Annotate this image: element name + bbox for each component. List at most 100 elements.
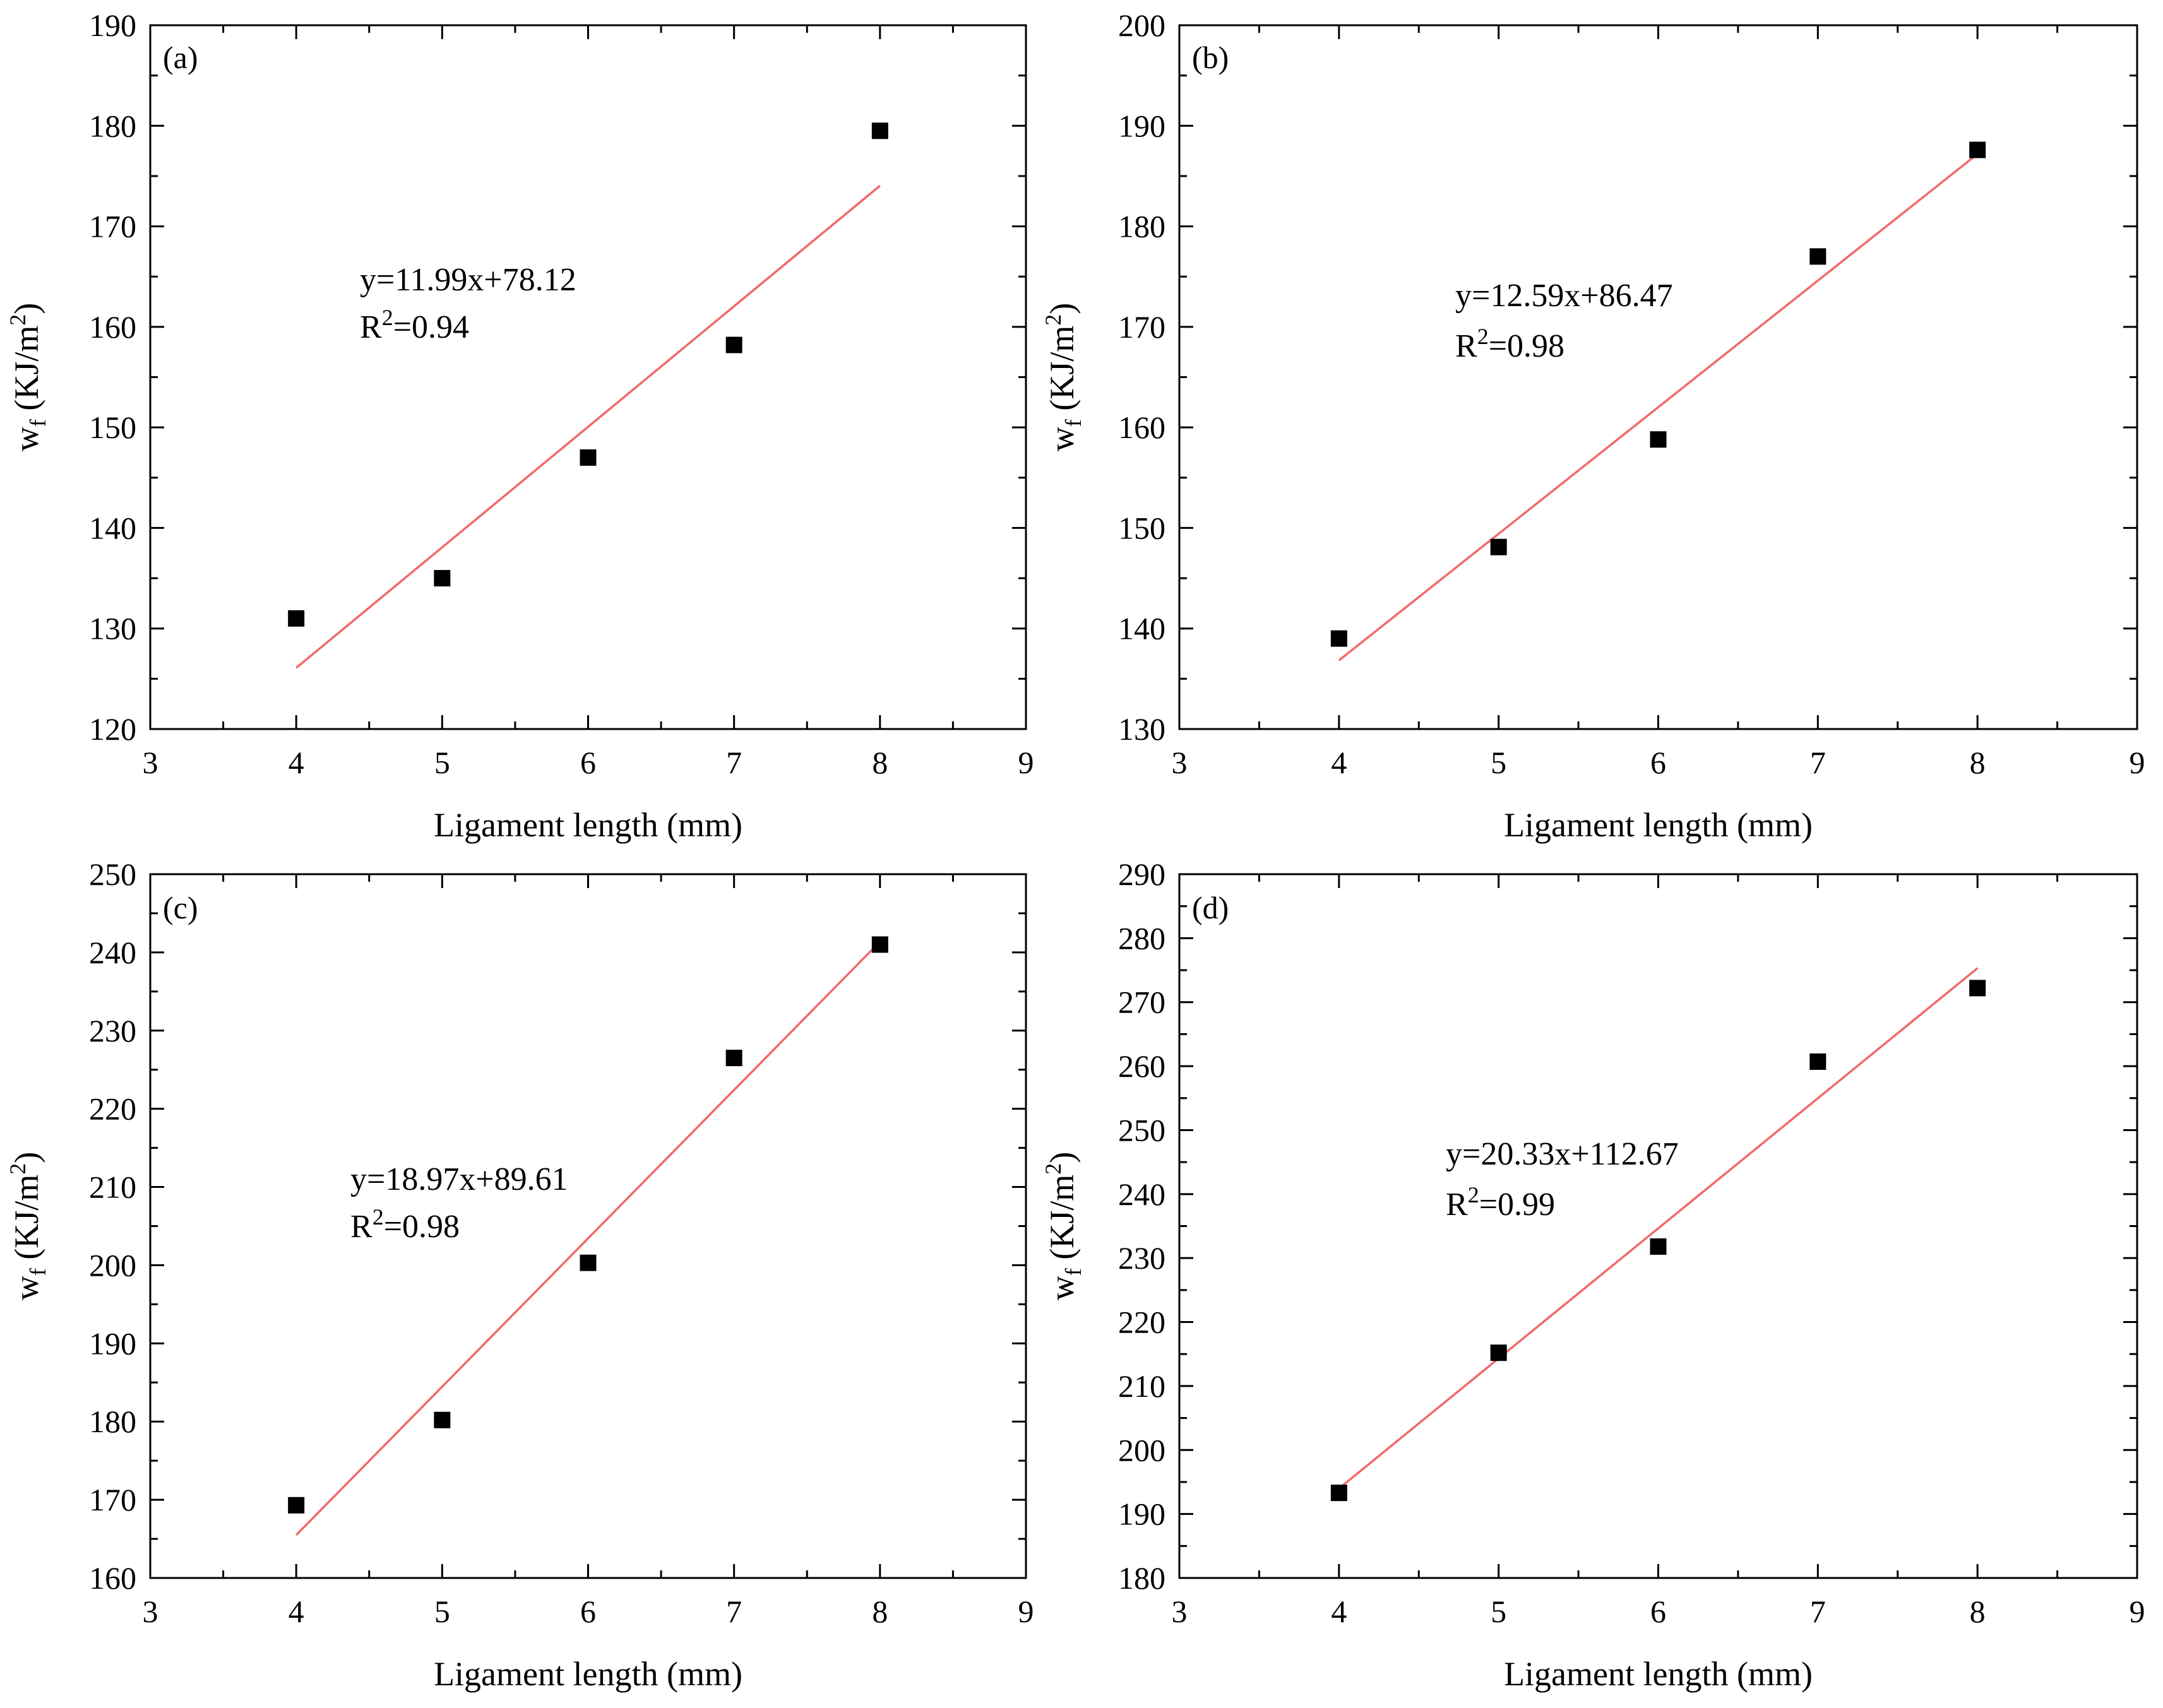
y-tick-label: 160: [89, 1560, 136, 1596]
y-tick-label: 260: [1118, 1048, 1165, 1084]
data-point: [725, 1050, 742, 1067]
x-tick-label: 9: [1018, 745, 1034, 780]
x-tick-label: 5: [1491, 1594, 1506, 1629]
y-tick-label: 160: [1118, 410, 1165, 445]
y-tick-label: 150: [1118, 510, 1165, 545]
x-axis-title: Ligament length (mm): [434, 1655, 742, 1693]
x-tick-label: 7: [726, 1594, 742, 1629]
x-tick-label: 4: [1331, 1594, 1347, 1629]
y-tick-label: 130: [89, 611, 136, 646]
x-tick-label: 5: [434, 745, 450, 780]
r-squared: R2=0.98: [350, 1204, 460, 1245]
plot-frame: [1178, 873, 2138, 1579]
y-tick-label: 210: [1118, 1368, 1165, 1404]
x-tick-label: 9: [1018, 1594, 1034, 1629]
x-tick-label: 4: [289, 1594, 304, 1629]
y-tick-label: 120: [89, 711, 136, 747]
y-tick-label: 170: [89, 1482, 136, 1517]
fit-equation: y=11.99x+78.12: [360, 262, 576, 298]
y-axis-title: wf (KJ/m2): [5, 1152, 51, 1300]
x-tick-label: 9: [2130, 1594, 2145, 1629]
data-point: [1490, 1344, 1507, 1361]
x-tick-label: 8: [1970, 745, 1986, 780]
x-tick-label: 5: [434, 1594, 450, 1629]
panel-d: 3 4 5 6 7 8 9 180 190 200 210 220 230 240 250 260 270 280…: [1040, 857, 2145, 1693]
x-tick-label: 8: [872, 1594, 888, 1629]
x-axis-title: Ligament length (mm): [1504, 1655, 1813, 1693]
x-tick-label: 8: [1970, 1594, 1986, 1629]
data-point: [1969, 141, 1986, 158]
data-point: [580, 1254, 597, 1271]
y-tick-label: 240: [1118, 1177, 1165, 1212]
data-point: [1809, 1053, 1826, 1070]
x-tick-label: 6: [1650, 1594, 1666, 1629]
y-tick-label: 220: [89, 1091, 136, 1127]
fit-equation: y=12.59x+86.47: [1455, 278, 1673, 314]
fit-line: [295, 184, 881, 669]
fit-line: [1338, 967, 1979, 1490]
fit-equation: y=20.33x+112.67: [1446, 1136, 1679, 1172]
y-tick-label: 160: [89, 309, 136, 345]
y-tick-label: 190: [1118, 108, 1165, 143]
x-tick-label: 3: [1172, 1594, 1188, 1629]
y-tick-label: 190: [1118, 1497, 1165, 1532]
y-tick-label: 170: [89, 209, 136, 244]
fit-line: [1338, 153, 1979, 661]
x-tick-label: 7: [1810, 745, 1826, 780]
y-tick-label: 240: [89, 935, 136, 970]
data-point: [1650, 1238, 1667, 1255]
x-tick-label: 4: [289, 745, 304, 780]
data-point: [1650, 431, 1667, 448]
y-tick-label: 230: [1118, 1240, 1165, 1276]
x-tick-label: 8: [872, 745, 888, 780]
y-tick-label: 180: [89, 1404, 136, 1439]
data-point: [1809, 248, 1826, 265]
y-tick-label: 190: [89, 1325, 136, 1361]
y-tick-label: 220: [1118, 1305, 1165, 1340]
panel-label: (c): [163, 890, 198, 925]
x-tick-label: 4: [1331, 745, 1347, 780]
data-point: [725, 336, 742, 353]
panel-b: 3 4 5 6 7 8 9 130 140 150 160 170 180 190 200 Ligament …: [1040, 8, 2145, 844]
y-tick-label: 230: [89, 1013, 136, 1048]
r-squared: R2=0.99: [1446, 1182, 1555, 1223]
x-tick-label: 7: [1810, 1594, 1826, 1629]
y-tick-label: 270: [1118, 985, 1165, 1020]
panel-label: (a): [163, 40, 198, 75]
y-tick-label: 210: [89, 1170, 136, 1205]
panel-label: (b): [1192, 40, 1229, 75]
data-point: [871, 122, 888, 139]
r-squared: R2=0.98: [1455, 324, 1564, 364]
plot-frame: [149, 873, 1027, 1579]
data-point: [288, 610, 305, 627]
data-point: [580, 449, 597, 466]
y-tick-label: 170: [1118, 309, 1165, 345]
plot-frame: [1178, 24, 2138, 730]
r-squared: R2=0.94: [360, 305, 469, 345]
data-point: [434, 1411, 451, 1428]
panel-a: 3 4 5 6 7 8 9 120 130 140 150 160 170 180 190 Ligament …: [5, 8, 1034, 844]
y-tick-label: 290: [1118, 857, 1165, 892]
y-tick-label: 180: [1118, 1560, 1165, 1596]
fit-line: [295, 940, 881, 1536]
y-tick-label: 200: [89, 1247, 136, 1283]
y-tick-label: 140: [89, 510, 136, 545]
y-tick-label: 250: [1118, 1112, 1165, 1148]
x-tick-label: 6: [580, 745, 596, 780]
x-tick-label: 6: [580, 1594, 596, 1629]
fit-equation: y=18.97x+89.61: [350, 1161, 568, 1197]
data-point: [1969, 980, 1986, 997]
x-tick-label: 3: [1172, 745, 1188, 780]
y-tick-label: 200: [1118, 8, 1165, 43]
x-axis-title: Ligament length (mm): [1504, 806, 1813, 844]
x-tick-label: 7: [726, 745, 742, 780]
plot-frame: [149, 24, 1027, 730]
x-tick-label: 6: [1650, 745, 1666, 780]
y-axis-title: wf (KJ/m2): [1040, 1152, 1086, 1300]
x-tick-label: 3: [143, 1594, 158, 1629]
x-tick-label: 5: [1491, 745, 1506, 780]
x-tick-label: 3: [143, 745, 158, 780]
x-tick-label: 9: [2130, 745, 2145, 780]
y-tick-label: 180: [89, 108, 136, 143]
